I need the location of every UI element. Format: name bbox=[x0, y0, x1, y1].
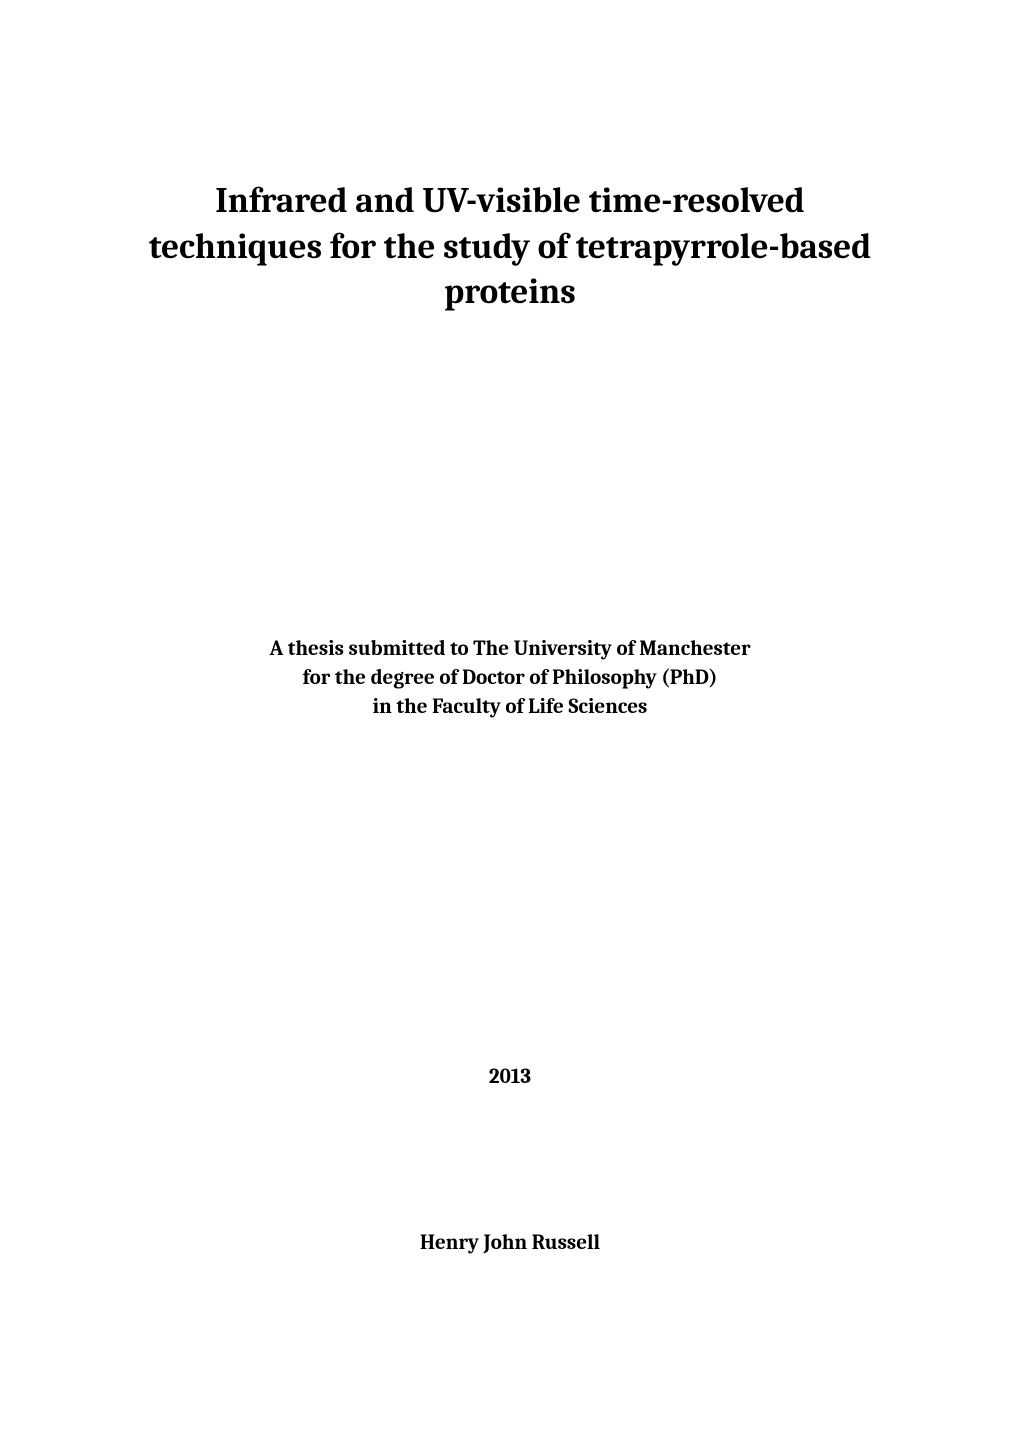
submission-line-3: in the Faculty of Life Sciences bbox=[108, 693, 912, 722]
title-heading: Infrared and UV-visible time-resolved te… bbox=[108, 178, 912, 315]
submission-line-1: A thesis submitted to The University of … bbox=[108, 635, 912, 664]
author-name: Henry John Russell bbox=[108, 1231, 912, 1255]
submission-line-2: for the degree of Doctor of Philosophy (… bbox=[108, 664, 912, 693]
title-line-1: Infrared and UV-visible time-resolved bbox=[215, 180, 805, 221]
year: 2013 bbox=[108, 1065, 912, 1089]
thesis-title: Infrared and UV-visible time-resolved te… bbox=[108, 178, 912, 315]
title-line-2: techniques for the study of tetrapyrrole… bbox=[149, 226, 871, 267]
page: Infrared and UV-visible time-resolved te… bbox=[0, 0, 1020, 1442]
title-line-3: proteins bbox=[444, 271, 576, 312]
submission-statement: A thesis submitted to The University of … bbox=[108, 635, 912, 723]
